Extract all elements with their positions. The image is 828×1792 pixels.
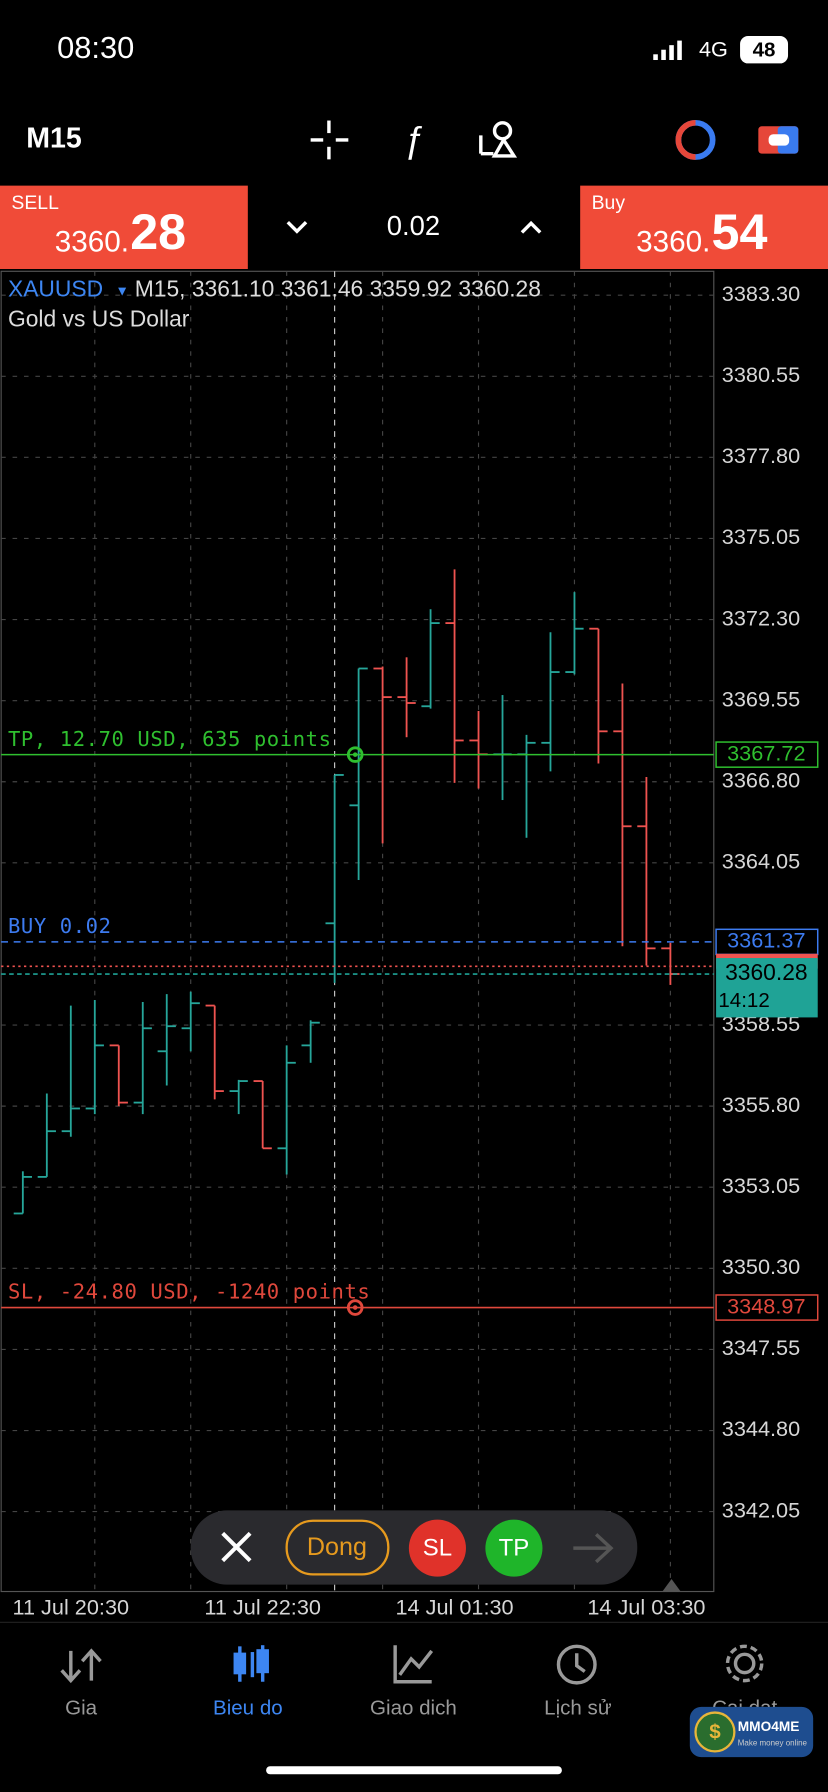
tp-button[interactable] xyxy=(485,1519,543,1577)
network: 4G xyxy=(699,37,728,62)
buy-price-main: 3360. xyxy=(636,226,710,259)
sl-handle xyxy=(346,1299,364,1316)
watermark-brand: MMO4ME xyxy=(738,1719,800,1734)
sell-button[interactable] xyxy=(0,185,248,270)
watermark-tagline: Make money online xyxy=(738,1739,808,1748)
watermark: $ MMO4ME Make money online xyxy=(689,1706,814,1758)
timeframe[interactable]: M15 xyxy=(26,122,82,154)
sell-price-tail: 28 xyxy=(130,204,186,260)
nav-label[interactable]: Giao dich xyxy=(370,1697,457,1720)
home-indicator xyxy=(266,1766,562,1775)
y-tick-label: 3372.30 xyxy=(722,605,800,630)
buy-price-tail: 54 xyxy=(712,204,768,260)
next-arrow[interactable] xyxy=(573,1533,614,1564)
volume-up[interactable] xyxy=(520,220,542,234)
chart xyxy=(0,270,715,1593)
buy-button[interactable] xyxy=(580,185,828,270)
volume-down[interactable] xyxy=(286,220,308,234)
y-tick-label: 3383.30 xyxy=(722,281,800,306)
plot-frame xyxy=(0,270,715,1593)
position-label: BUY 0.02 xyxy=(8,914,112,938)
position-price-label: 3361.37 xyxy=(727,928,805,953)
symbol-description: Gold vs US Dollar xyxy=(8,305,190,331)
y-tick-label: 3344.80 xyxy=(722,1416,800,1441)
close-position-button[interactable] xyxy=(285,1519,390,1576)
position-price-box xyxy=(715,928,819,956)
tp-label: TP, 12.70 USD, 635 points xyxy=(8,727,332,751)
nav-label[interactable]: Gia xyxy=(65,1697,98,1720)
close-action-bar[interactable] xyxy=(221,1531,252,1563)
bid-price-label: 3360.28 xyxy=(725,959,808,985)
signal xyxy=(653,40,682,61)
x-tick-label: 11 Jul 20:30 xyxy=(13,1594,130,1619)
y-tick-label: 3369.55 xyxy=(722,686,800,711)
x-tick-label: 11 Jul 22:30 xyxy=(204,1594,321,1619)
sl-button[interactable] xyxy=(408,1519,466,1577)
y-tick-label: 3342.05 xyxy=(722,1497,800,1522)
y-tick-label: 3364.05 xyxy=(722,849,800,874)
nav-label[interactable]: Lịch sử xyxy=(544,1697,612,1720)
y-tick-label: 3377.80 xyxy=(722,443,800,468)
sl-price-box xyxy=(715,1294,819,1321)
x-tick-label: 14 Jul 01:30 xyxy=(395,1594,513,1619)
crosshair-tool[interactable] xyxy=(310,120,349,160)
sell-price-main: 3360. xyxy=(55,226,129,259)
tp-price-label: 3367.72 xyxy=(727,740,805,765)
ohlc-info: M15, 3361.10 3361.46 3359.92 3360.28 xyxy=(135,276,541,302)
volume[interactable]: 0.02 xyxy=(387,210,440,241)
y-tick-label: 3375.05 xyxy=(722,524,800,549)
tp-price-box xyxy=(715,741,819,768)
battery-level: 48 xyxy=(753,38,776,61)
tp-handle xyxy=(346,746,364,763)
sl-label: SL, -24.80 USD, -1240 points xyxy=(8,1280,370,1304)
y-tick-label: 3366.80 xyxy=(722,767,800,792)
objects-tool[interactable] xyxy=(479,121,518,158)
tp-handle-dot xyxy=(352,752,358,757)
battery xyxy=(740,36,789,64)
clock: 08:30 xyxy=(57,30,134,65)
tp-label: TP xyxy=(499,1535,530,1562)
buy-label: Buy xyxy=(592,192,626,214)
bar-countdown: 14:12 xyxy=(718,989,769,1012)
close-position-label: Dong xyxy=(307,1533,367,1561)
y-tick-label: 3350.30 xyxy=(722,1254,800,1279)
oneclick-icon[interactable] xyxy=(758,126,799,154)
y-tick-label: 3353.05 xyxy=(722,1173,800,1198)
sl-handle-dot xyxy=(352,1305,358,1310)
scroll-marker xyxy=(662,1578,681,1592)
sl-price-label: 3348.97 xyxy=(727,1293,805,1318)
vertical-grid xyxy=(94,271,671,1592)
symbol[interactable]: XAUUSD xyxy=(8,276,103,302)
y-tick-label: 3347.55 xyxy=(722,1335,800,1360)
svg-text:$: $ xyxy=(709,1721,721,1744)
indicator-tool[interactable]: ƒ xyxy=(403,119,423,161)
symbol-dropdown[interactable]: ▼ xyxy=(115,283,129,298)
chart-nav-icon xyxy=(233,1645,269,1682)
sell-label: SELL xyxy=(11,192,59,214)
sl-label: SL xyxy=(423,1535,452,1562)
nav-icons xyxy=(60,1644,764,1685)
y-tick-label: 3380.55 xyxy=(722,362,800,387)
trade-icon[interactable] xyxy=(675,119,716,160)
nav-label[interactable]: Bieu do xyxy=(213,1697,283,1720)
x-tick-label: 14 Jul 03:30 xyxy=(587,1594,705,1619)
y-tick-label: 3355.80 xyxy=(722,1092,800,1117)
bid-price-box xyxy=(716,958,818,1018)
